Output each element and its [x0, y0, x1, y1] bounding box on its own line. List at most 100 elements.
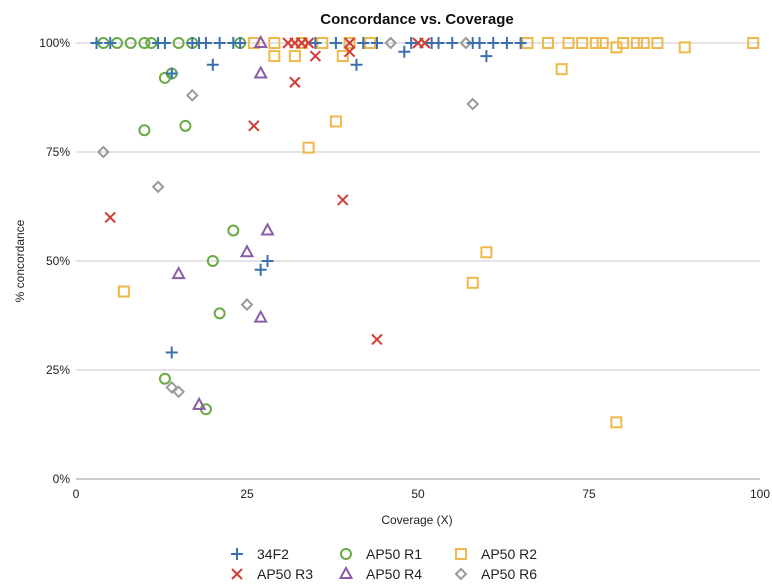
data-point — [248, 120, 260, 132]
data-point — [596, 37, 609, 49]
series-ap50-r4 — [171, 34, 275, 410]
data-point — [514, 37, 527, 49]
x-tick-label: 0 — [73, 487, 80, 501]
y-axis-ticks: 0% 25% 50% 75% 100% — [39, 36, 70, 486]
data-point — [227, 224, 240, 237]
data-point — [651, 37, 664, 49]
data-point — [350, 58, 363, 71]
data-point — [446, 37, 459, 49]
legend-label: AP50 R4 — [366, 566, 422, 582]
data-point — [487, 37, 500, 49]
data-point — [466, 97, 480, 111]
x-tick-label: 100 — [750, 487, 770, 501]
data-point — [432, 37, 445, 49]
gridlines — [76, 42, 760, 480]
legend-item: AP50 R6 — [454, 566, 537, 582]
data-point — [253, 65, 268, 79]
data-point — [480, 50, 493, 63]
y-tick-label: 100% — [39, 36, 70, 50]
data-points — [90, 34, 760, 429]
data-point — [343, 37, 356, 49]
data-point — [185, 88, 199, 102]
data-point — [295, 37, 308, 49]
data-point — [90, 37, 103, 49]
data-point — [480, 246, 493, 259]
data-point — [459, 36, 473, 50]
chart-title: Concordance vs. Coverage — [320, 11, 513, 28]
data-point — [398, 45, 411, 58]
legend-label: AP50 R6 — [481, 566, 537, 582]
data-point — [254, 263, 267, 276]
data-point — [343, 46, 356, 58]
data-point — [158, 37, 171, 49]
data-point — [261, 255, 274, 267]
data-point — [617, 37, 630, 49]
data-point — [302, 141, 315, 154]
series-ap50-r3 — [104, 37, 431, 346]
data-point — [268, 37, 281, 49]
legend-item: AP50 R1 — [340, 546, 422, 562]
x-tick-label: 25 — [240, 487, 254, 501]
data-point — [104, 211, 116, 224]
legend-marker — [338, 565, 354, 579]
data-point — [405, 37, 418, 49]
data-point — [289, 76, 301, 88]
data-point — [384, 36, 398, 50]
data-point — [172, 385, 186, 399]
legend: 34F2 AP50 R1 AP50 R2 AP50 R3 AP50 R4 AP50 R6 — [231, 546, 537, 582]
data-point — [309, 50, 322, 62]
data-point — [171, 266, 186, 280]
data-point — [151, 180, 165, 194]
data-point — [213, 37, 226, 49]
series-ap50-r2 — [117, 37, 760, 429]
data-point — [253, 34, 268, 48]
y-axis-label: % concordance — [13, 219, 27, 302]
legend-label: 34F2 — [257, 546, 289, 562]
data-point — [268, 50, 281, 63]
data-point — [234, 37, 247, 49]
data-point — [206, 255, 219, 267]
data-point — [555, 63, 568, 76]
legend-label: AP50 R2 — [481, 546, 537, 562]
data-point — [158, 372, 171, 385]
data-point — [678, 41, 691, 54]
data-point — [610, 416, 623, 429]
data-point — [473, 37, 486, 49]
data-point — [96, 145, 110, 159]
x-axis-ticks: 0 25 50 75 100 — [73, 487, 771, 501]
data-point — [240, 298, 254, 312]
data-point — [206, 58, 219, 71]
legend-marker — [231, 568, 243, 580]
data-point — [637, 37, 650, 49]
data-point — [337, 194, 349, 206]
data-point — [165, 67, 178, 80]
data-point — [309, 37, 322, 49]
legend-label: AP50 R1 — [366, 546, 422, 562]
data-point — [253, 309, 268, 323]
data-point — [302, 37, 315, 49]
legend-marker — [340, 548, 352, 560]
data-point — [165, 381, 179, 394]
data-point — [576, 37, 589, 49]
legend-marker — [454, 567, 468, 581]
legend-label: AP50 R3 — [257, 566, 313, 582]
data-point — [199, 37, 212, 49]
data-point — [370, 37, 383, 49]
data-point — [466, 276, 479, 289]
data-point — [329, 37, 342, 49]
x-tick-label: 50 — [411, 487, 425, 501]
data-point — [419, 37, 431, 49]
data-point — [179, 119, 192, 132]
data-point — [589, 37, 602, 49]
y-tick-label: 0% — [53, 472, 71, 486]
data-point — [138, 124, 151, 137]
data-point — [288, 50, 301, 63]
legend-item: AP50 R4 — [338, 565, 422, 582]
legend-item: AP50 R2 — [455, 546, 537, 562]
data-point — [165, 346, 178, 359]
data-point — [213, 307, 226, 320]
series-34f2 — [90, 37, 527, 359]
y-tick-label: 25% — [46, 363, 70, 377]
data-point — [357, 37, 370, 49]
